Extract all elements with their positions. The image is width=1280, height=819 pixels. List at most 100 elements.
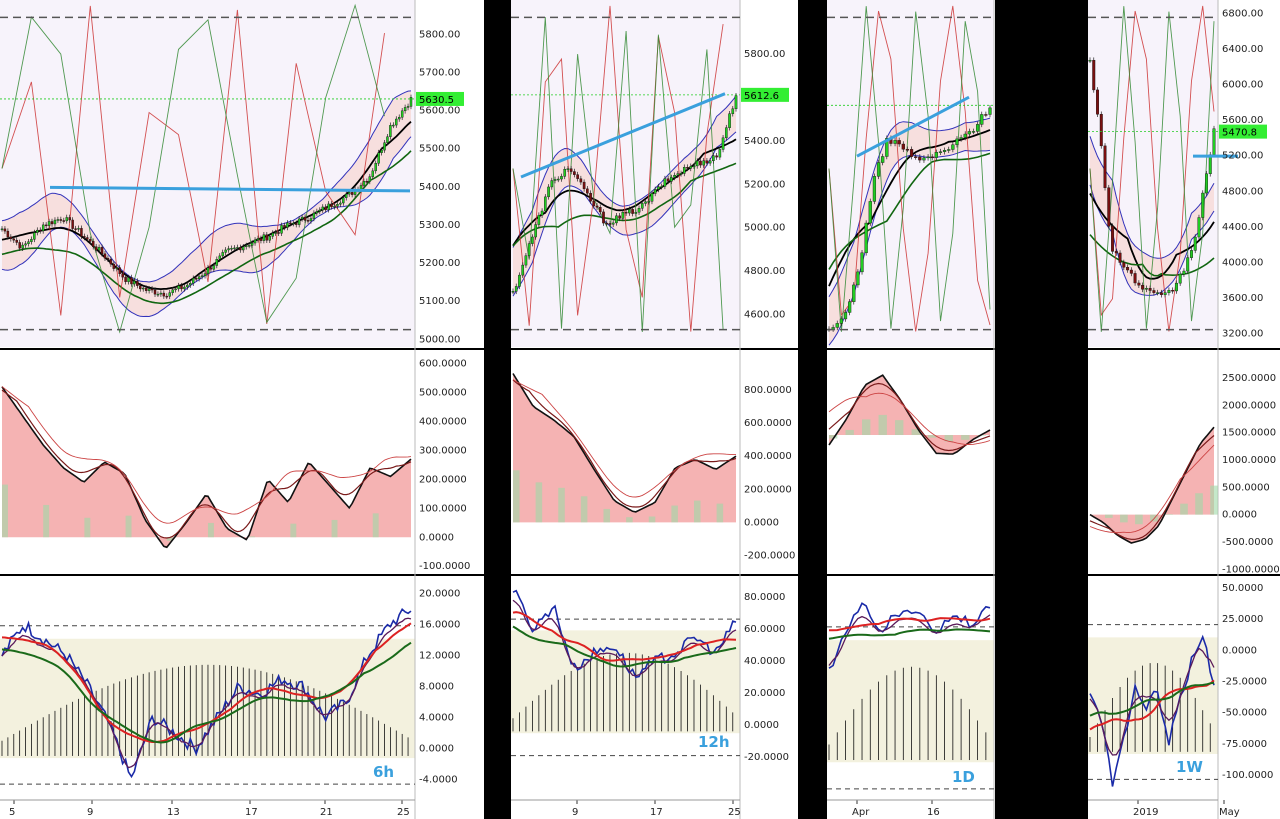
candle <box>156 293 160 296</box>
candle <box>203 273 207 276</box>
candle <box>984 114 988 116</box>
candle <box>1156 292 1160 294</box>
current-price-label: 5630.5 <box>419 95 454 106</box>
macd-tick-label: 1500.0000 <box>1222 428 1276 439</box>
candle <box>712 155 715 162</box>
macd-green-bar <box>249 536 256 538</box>
candle <box>550 180 554 188</box>
candle <box>189 283 192 286</box>
candle <box>300 216 304 220</box>
candle <box>1197 217 1201 238</box>
zigzag-red <box>512 5 724 332</box>
macd-tick-label: 0.0000 <box>1222 510 1257 521</box>
rsi-green-ma <box>1 641 412 744</box>
candle <box>1189 250 1193 258</box>
candle <box>553 179 557 181</box>
candle <box>1148 288 1152 291</box>
candle <box>333 205 336 208</box>
candle <box>268 236 271 241</box>
lower-band-line <box>1089 184 1215 296</box>
rsi-green-ma <box>512 625 737 668</box>
candle <box>383 142 386 151</box>
candle <box>1159 292 1163 295</box>
candle <box>721 137 725 150</box>
zigzag-green <box>1 3 385 334</box>
candle <box>942 150 947 152</box>
candle <box>303 216 307 221</box>
x-tick-label: 25 <box>728 807 741 818</box>
stoch-tick-label: 40.0000 <box>744 656 785 667</box>
candle <box>271 232 274 237</box>
stoch-tick-label: -100.0000 <box>1222 770 1273 781</box>
candle <box>699 160 702 166</box>
candle <box>897 140 901 145</box>
candle <box>988 107 992 115</box>
candle <box>938 151 943 153</box>
rsi-green-ma <box>828 628 991 640</box>
candle <box>1099 114 1103 147</box>
candle <box>212 265 216 270</box>
candle <box>71 219 74 229</box>
macd-green-bar <box>1120 514 1128 523</box>
candle <box>602 211 605 224</box>
macd-tick-label: 0.0000 <box>744 517 779 528</box>
candle <box>926 156 930 159</box>
chart-panel-6h: 5800.00 5700.00 5600.00 5500.00 5400.00 5300.… <box>0 0 484 819</box>
candle <box>253 239 257 244</box>
candle <box>715 155 718 158</box>
stoch-tick-label: 8.0000 <box>419 682 454 693</box>
candle <box>39 229 42 232</box>
candle <box>1201 192 1205 218</box>
macd-green-bar <box>43 504 50 538</box>
candle <box>650 193 654 202</box>
macd-signal <box>1089 435 1215 540</box>
candle <box>18 242 21 249</box>
macd-tick-label: 500.0000 <box>419 388 467 399</box>
candle <box>406 106 410 108</box>
macd-tick-label: 600.0000 <box>744 418 792 429</box>
candle <box>615 215 618 224</box>
macd-signal <box>512 379 737 508</box>
price-tick-label: 4400.00 <box>1222 222 1263 233</box>
macd-green-bar <box>911 429 920 436</box>
candle <box>934 152 938 158</box>
stoch-tick-label: 20.0000 <box>744 688 785 699</box>
upper-band-line <box>1089 136 1215 259</box>
candle <box>1163 292 1167 295</box>
candle <box>595 205 599 208</box>
candle <box>24 243 27 246</box>
candle <box>1193 236 1197 251</box>
candle <box>868 201 872 224</box>
candle <box>130 277 133 285</box>
candle <box>365 181 369 183</box>
macd-tick-label: -1000.0000 <box>1222 564 1280 575</box>
macd-green-bar <box>1135 514 1143 525</box>
zigzag-red <box>1089 5 1215 332</box>
candle <box>598 207 602 213</box>
candle <box>44 224 48 227</box>
macd-tick-label: 2000.0000 <box>1222 400 1276 411</box>
candle <box>856 271 860 286</box>
candle <box>666 178 670 182</box>
candle <box>327 203 330 210</box>
candle <box>1212 128 1216 155</box>
candle <box>97 247 101 251</box>
candle <box>33 232 36 240</box>
stoch-tick-label: 80.0000 <box>744 592 785 603</box>
price-tick-label: 5600.00 <box>1222 115 1263 126</box>
moving-average-green <box>828 152 991 270</box>
candle <box>1122 262 1126 268</box>
candle <box>321 206 324 211</box>
macd-green-bar <box>716 503 724 523</box>
chart-1d: 6000.005800.005600.005400.005200.005000.… <box>827 0 995 819</box>
candle <box>582 181 586 190</box>
candle <box>297 218 301 225</box>
macd-tick-label: 600.0000 <box>419 359 467 370</box>
candle <box>1144 288 1148 290</box>
x-tick-label: 13 <box>167 807 180 818</box>
candle <box>262 234 266 241</box>
candle <box>947 149 951 151</box>
candle <box>392 124 395 127</box>
moving-average-black <box>1 121 412 291</box>
macd-green-bar <box>2 484 8 538</box>
